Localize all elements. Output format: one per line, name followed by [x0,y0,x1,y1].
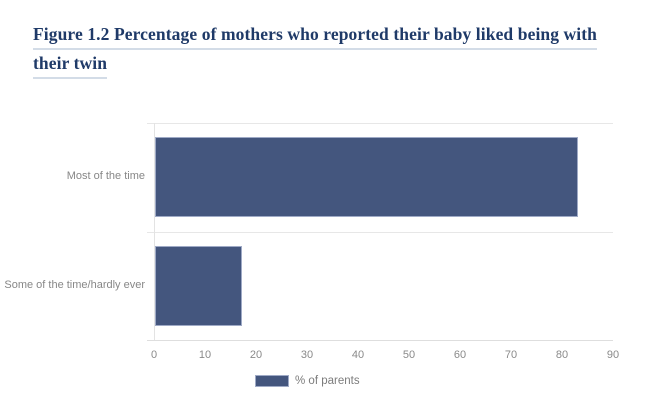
bar[interactable] [155,137,578,217]
figure-title: Figure 1.2 Percentage of mothers who rep… [33,21,633,79]
legend-label: % of parents [295,375,360,387]
x-tick-label: 90 [606,349,620,361]
x-tick-label: 40 [351,349,365,361]
x-tick-label: 10 [198,349,212,361]
legend[interactable]: % of parents [255,375,360,387]
x-tick-label: 20 [249,349,263,361]
category-label: Most of the time [66,170,145,182]
x-tick-label: 30 [300,349,314,361]
bar[interactable] [155,246,242,326]
figure-title-line-1: Figure 1.2 Percentage of mothers who rep… [33,21,633,50]
grid-line [147,232,613,233]
x-tick-label: 70 [504,349,518,361]
x-tick-label: 50 [402,349,416,361]
x-tick-label: 0 [150,349,158,361]
figure-title-line-2: their twin [33,50,633,79]
x-tick-label: 80 [555,349,569,361]
category-label: Some of the time/hardly ever [4,279,145,291]
legend-swatch [255,375,289,387]
x-tick-label: 60 [453,349,467,361]
grid-line [147,123,613,124]
x-axis-line [147,340,613,341]
y-axis-line [154,123,155,340]
